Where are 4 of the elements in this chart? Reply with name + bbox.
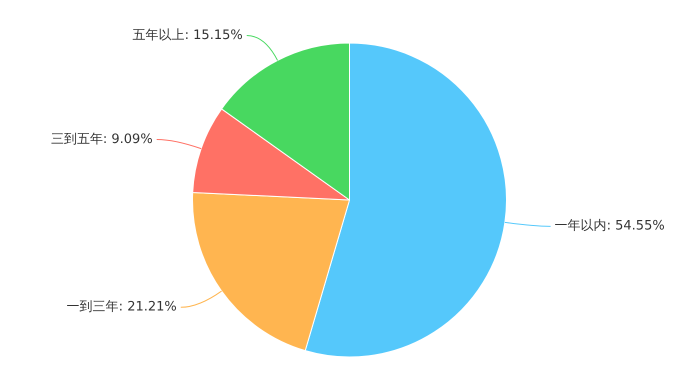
slice-label: 一到三年: 21.21% [66, 300, 177, 315]
slice-label: 一年以内: 54.55% [554, 218, 665, 234]
slice-label: 五年以上: 15.15% [132, 28, 243, 43]
slice-label: 三到五年: 9.09% [50, 132, 153, 147]
